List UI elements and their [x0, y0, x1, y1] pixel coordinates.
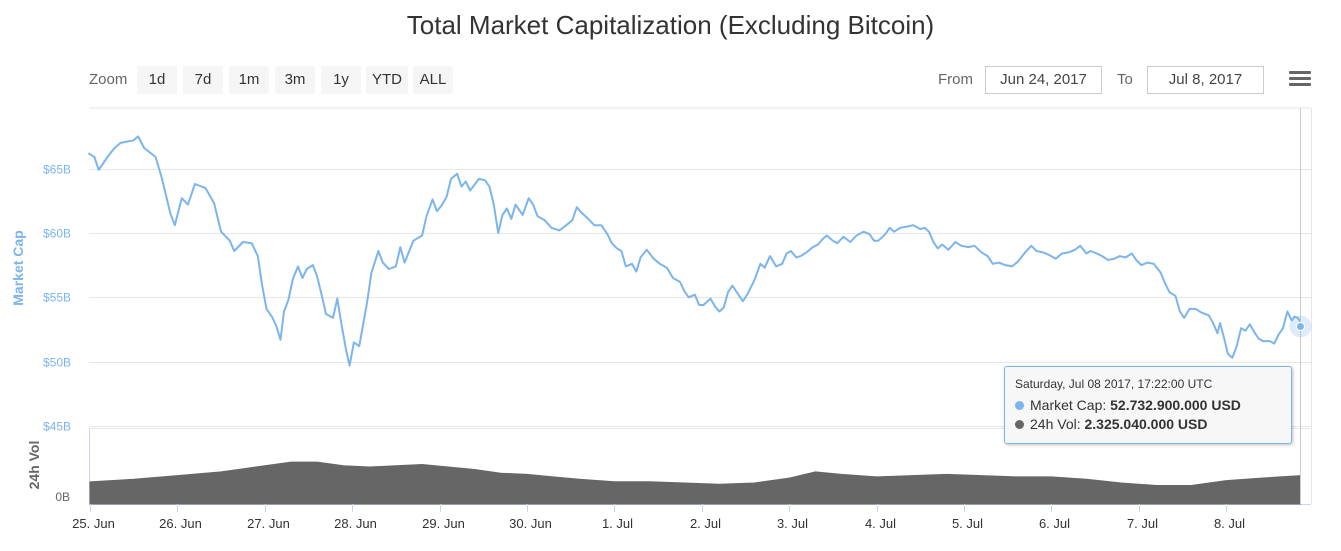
y-tick-label: $45B: [43, 420, 71, 434]
x-tick-label: 1. Jul: [602, 516, 633, 531]
x-tick-label: 2. Jul: [690, 516, 721, 531]
x-axis-ticks: 25. Jun 26. Jun 27. Jun 28. Jun 29. Jun 30. J…: [72, 504, 1245, 531]
tooltip-volume-value: 2.325.040.000 USD: [1084, 416, 1208, 432]
x-tick-label: 29. Jun: [422, 516, 465, 531]
x-tick-label: 4. Jul: [865, 516, 896, 531]
x-tick-label: 30. Jun: [509, 516, 552, 531]
range-to-label: To: [1117, 71, 1133, 88]
range-from-input[interactable]: Jun 24, 2017: [985, 66, 1102, 94]
zoom-1d-button[interactable]: 1d: [137, 66, 177, 94]
y-tick-label: $65B: [43, 163, 71, 177]
x-tick-label: 26. Jun: [159, 516, 202, 531]
x-tick-label: 27. Jun: [247, 516, 290, 531]
x-tick-label: 6. Jul: [1039, 516, 1070, 531]
y-axis-ticks: $45B $50B $55B $60B $65B: [43, 163, 71, 434]
chart-title: Total Market Capitalization (Excluding B…: [406, 10, 935, 40]
tooltip-market-cap-label: Market Cap:: [1030, 397, 1107, 413]
range-to-input[interactable]: Jul 8, 2017: [1147, 66, 1264, 94]
tooltip-volume-row: 24h Vol: 2.325.040.000 USD: [1015, 416, 1207, 432]
zoom-7d-button[interactable]: 7d: [183, 66, 223, 94]
x-tick-label: 3. Jul: [777, 516, 808, 531]
y-tick-label: $60B: [43, 227, 71, 241]
zoom-3m-button[interactable]: 3m: [275, 66, 315, 94]
volume-tick-0B: 0B: [55, 490, 70, 504]
tooltip-volume-label: 24h Vol:: [1030, 416, 1081, 432]
x-tick-label: 28. Jun: [334, 516, 377, 531]
range-from-label: From: [938, 71, 973, 88]
volume-dot-icon: [1015, 420, 1024, 429]
hover-point: [1295, 322, 1305, 332]
market-cap-series: [87, 135, 1302, 367]
y-tick-label: $50B: [43, 356, 71, 370]
x-tick-label: 25. Jun: [72, 516, 115, 531]
tooltip-market-cap-row: Market Cap: 52.732.900.000 USD: [1015, 397, 1241, 413]
volume-series: [89, 461, 1302, 505]
zoom-ytd-button[interactable]: YTD: [366, 66, 408, 94]
grid-lines: [89, 107, 1312, 505]
tooltip: Saturday, Jul 08 2017, 17:22:00 UTC Mark…: [1004, 366, 1292, 444]
hover-marker: [1289, 108, 1312, 504]
x-tick-label: 8. Jul: [1214, 516, 1245, 531]
x-tick-label: 5. Jul: [952, 516, 983, 531]
zoom-all-button[interactable]: ALL: [413, 66, 453, 94]
y-tick-label: $55B: [43, 291, 71, 305]
volume-axis-label: 24h Vol: [26, 441, 42, 490]
market-cap-dot-icon: [1015, 401, 1024, 410]
chart-menu-button[interactable]: [1289, 71, 1311, 89]
tooltip-date: Saturday, Jul 08 2017, 17:22:00 UTC: [1015, 377, 1213, 391]
x-tick-label: 7. Jul: [1127, 516, 1158, 531]
zoom-label: Zoom: [89, 71, 128, 88]
hamburger-icon: [1289, 71, 1311, 74]
tooltip-market-cap-value: 52.732.900.000 USD: [1110, 397, 1241, 413]
y-axis-label: Market Cap: [10, 230, 26, 305]
market-cap-line: [87, 135, 1302, 367]
volume-area: [89, 461, 1302, 505]
zoom-1y-button[interactable]: 1y: [321, 66, 361, 94]
zoom-1m-button[interactable]: 1m: [229, 66, 269, 94]
